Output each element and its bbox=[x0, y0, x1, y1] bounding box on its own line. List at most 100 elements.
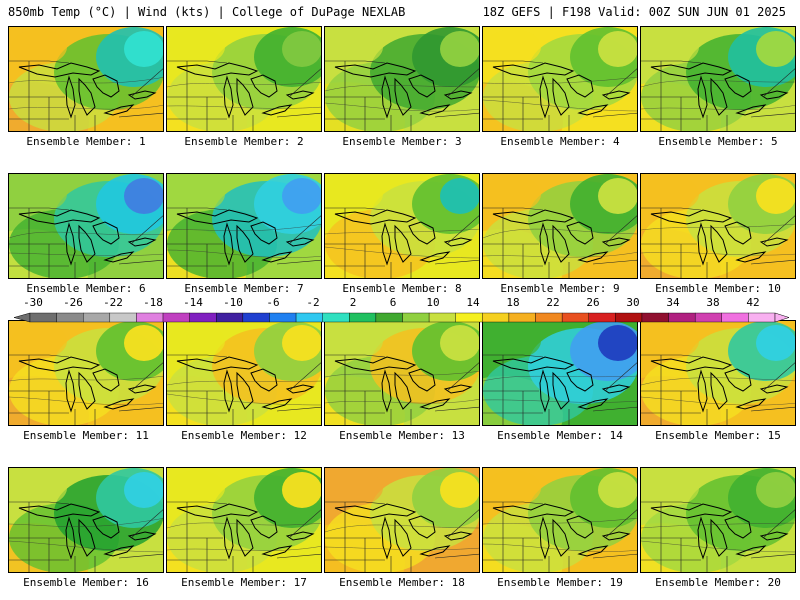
ensemble-member-map bbox=[482, 467, 638, 573]
colorbar-segment bbox=[535, 312, 563, 323]
colorbar-segment bbox=[748, 312, 776, 323]
colorbar-segment bbox=[136, 312, 164, 323]
ensemble-member-map bbox=[166, 320, 322, 426]
ensemble-member-caption: Ensemble Member: 16 bbox=[23, 576, 149, 589]
colorbar-segment bbox=[668, 312, 696, 323]
temperature-field-map bbox=[483, 27, 637, 131]
ensemble-member-caption: Ensemble Member: 4 bbox=[500, 135, 620, 148]
colorbar-segment bbox=[588, 312, 616, 323]
colorbar-segment bbox=[83, 312, 111, 323]
colorbar-segment bbox=[721, 312, 749, 323]
colorbar-tick-label: 34 bbox=[666, 296, 680, 309]
colorbar-tick-label: -30 bbox=[23, 296, 43, 309]
ensemble-member-caption: Ensemble Member: 2 bbox=[184, 135, 304, 148]
temperature-field-map bbox=[325, 321, 479, 425]
ensemble-member-caption: Ensemble Member: 14 bbox=[497, 429, 623, 442]
colorbar-segment bbox=[482, 312, 510, 323]
colorbar-left-arrow bbox=[13, 312, 31, 323]
ensemble-member-map bbox=[166, 467, 322, 573]
colorbar-tick-label: 18 bbox=[506, 296, 520, 309]
ensemble-member-caption: Ensemble Member: 8 bbox=[342, 282, 462, 295]
colorbar-segment bbox=[242, 312, 270, 323]
temperature-field-map bbox=[9, 321, 163, 425]
colorbar-segment bbox=[641, 312, 669, 323]
temperature-field-map bbox=[641, 468, 795, 572]
colorbar-segment bbox=[322, 312, 350, 323]
colorbar-segment bbox=[455, 312, 483, 323]
ensemble-member-map bbox=[640, 173, 796, 279]
ensemble-member-map bbox=[8, 26, 164, 132]
ensemble-member-caption: Ensemble Member: 1 bbox=[26, 135, 146, 148]
colorbar-tick-label: 26 bbox=[586, 296, 600, 309]
ensemble-member-map bbox=[324, 26, 480, 132]
colorbar-segment bbox=[56, 312, 84, 323]
temperature-field-map bbox=[167, 468, 321, 572]
colorbar-tick-label: 22 bbox=[546, 296, 560, 309]
colorbar-segment bbox=[402, 312, 430, 323]
ensemble-member-caption: Ensemble Member: 3 bbox=[342, 135, 462, 148]
temperature-field-map bbox=[9, 174, 163, 278]
ensemble-member-map bbox=[324, 173, 480, 279]
colorbar-tick-label: -2 bbox=[306, 296, 320, 309]
colorbar-tick-label: 2 bbox=[349, 296, 357, 309]
ensemble-member-caption: Ensemble Member: 10 bbox=[655, 282, 781, 295]
ensemble-member-map bbox=[166, 26, 322, 132]
ensemble-member-caption: Ensemble Member: 13 bbox=[339, 429, 465, 442]
ensemble-member-map bbox=[640, 320, 796, 426]
temperature-field-map bbox=[9, 27, 163, 131]
temperature-field-map bbox=[641, 27, 795, 131]
temperature-field-map bbox=[325, 27, 479, 131]
colorbar-tick-label: -22 bbox=[103, 296, 123, 309]
temperature-field-map bbox=[641, 321, 795, 425]
ensemble-member-caption: Ensemble Member: 7 bbox=[184, 282, 304, 295]
temperature-field-map bbox=[167, 321, 321, 425]
colorbar-tick-label: 38 bbox=[706, 296, 720, 309]
colorbar-segment bbox=[561, 312, 589, 323]
ensemble-member-caption: Ensemble Member: 20 bbox=[655, 576, 781, 589]
temperature-field-map bbox=[9, 468, 163, 572]
temperature-field-map bbox=[483, 174, 637, 278]
ensemble-member-caption: Ensemble Member: 5 bbox=[658, 135, 778, 148]
ensemble-member-map bbox=[482, 173, 638, 279]
colorbar-segment bbox=[508, 312, 536, 323]
ensemble-member-caption: Ensemble Member: 17 bbox=[181, 576, 307, 589]
colorbar-tick-label: 10 bbox=[426, 296, 440, 309]
colorbar-tick-label: -14 bbox=[183, 296, 203, 309]
ensemble-member-caption: Ensemble Member: 15 bbox=[655, 429, 781, 442]
colorbar-scale bbox=[13, 312, 790, 323]
ensemble-member-map bbox=[324, 320, 480, 426]
colorbar-segment bbox=[216, 312, 244, 323]
ensemble-member-map bbox=[8, 467, 164, 573]
ensemble-member-caption: Ensemble Member: 11 bbox=[23, 429, 149, 442]
colorbar-tick-label: 30 bbox=[626, 296, 640, 309]
colorbar-segment bbox=[269, 312, 297, 323]
ensemble-member-caption: Ensemble Member: 6 bbox=[26, 282, 146, 295]
colorbar-segment bbox=[615, 312, 643, 323]
colorbar-segment bbox=[375, 312, 403, 323]
model-run-label: 18Z GEFS | F198 Valid: 00Z SUN JUN 01 20… bbox=[482, 5, 786, 19]
colorbar-tick-label: -6 bbox=[266, 296, 280, 309]
colorbar-segment bbox=[428, 312, 456, 323]
ensemble-member-map bbox=[482, 320, 638, 426]
ensemble-member-caption: Ensemble Member: 19 bbox=[497, 576, 623, 589]
colorbar-segment bbox=[694, 312, 722, 323]
colorbar-segment bbox=[162, 312, 190, 323]
colorbar-tick-label: -10 bbox=[223, 296, 243, 309]
ensemble-member-map bbox=[640, 26, 796, 132]
ensemble-member-map bbox=[324, 467, 480, 573]
temperature-field-map bbox=[483, 321, 637, 425]
ensemble-member-map bbox=[8, 320, 164, 426]
ensemble-member-caption: Ensemble Member: 18 bbox=[339, 576, 465, 589]
colorbar-tick-label: 6 bbox=[389, 296, 397, 309]
colorbar-segment bbox=[109, 312, 137, 323]
map-title: 850mb Temp (°C) | Wind (kts) | College o… bbox=[8, 5, 406, 19]
ensemble-member-map bbox=[640, 467, 796, 573]
ensemble-member-map bbox=[482, 26, 638, 132]
temperature-field-map bbox=[167, 27, 321, 131]
ensemble-member-caption: Ensemble Member: 9 bbox=[500, 282, 620, 295]
colorbar-tick-label: 14 bbox=[466, 296, 480, 309]
temperature-field-map bbox=[483, 468, 637, 572]
colorbar-right-arrow bbox=[774, 312, 790, 323]
temperature-field-map bbox=[641, 174, 795, 278]
ensemble-member-map bbox=[8, 173, 164, 279]
